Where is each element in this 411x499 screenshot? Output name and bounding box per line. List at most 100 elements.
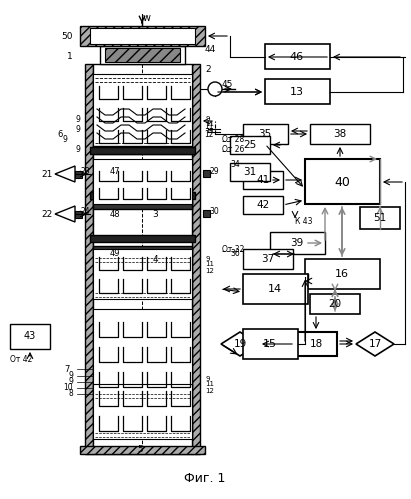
FancyBboxPatch shape bbox=[80, 446, 205, 454]
Text: 34: 34 bbox=[230, 160, 240, 169]
Text: 9: 9 bbox=[68, 378, 73, 387]
Text: 7: 7 bbox=[65, 364, 70, 373]
FancyBboxPatch shape bbox=[305, 259, 380, 289]
Text: 25: 25 bbox=[243, 140, 256, 150]
Text: 16: 16 bbox=[335, 269, 349, 279]
Text: 49: 49 bbox=[110, 250, 120, 258]
FancyBboxPatch shape bbox=[80, 26, 205, 46]
Text: 11: 11 bbox=[205, 381, 214, 387]
FancyBboxPatch shape bbox=[243, 124, 288, 144]
FancyBboxPatch shape bbox=[265, 44, 330, 69]
Text: 24: 24 bbox=[80, 207, 90, 216]
Text: 8: 8 bbox=[68, 390, 73, 399]
FancyBboxPatch shape bbox=[243, 249, 293, 269]
Text: От 42: От 42 bbox=[10, 354, 32, 363]
Text: 15: 15 bbox=[263, 339, 277, 349]
Text: 11: 11 bbox=[205, 121, 214, 127]
Text: 9: 9 bbox=[68, 371, 73, 381]
FancyBboxPatch shape bbox=[93, 201, 192, 209]
Text: 38: 38 bbox=[333, 129, 346, 139]
FancyBboxPatch shape bbox=[360, 207, 400, 229]
Text: 48: 48 bbox=[110, 210, 120, 219]
FancyBboxPatch shape bbox=[105, 48, 180, 62]
Text: 3: 3 bbox=[152, 210, 158, 219]
Polygon shape bbox=[221, 332, 259, 356]
Text: 18: 18 bbox=[309, 339, 323, 349]
Text: 5: 5 bbox=[137, 445, 143, 454]
FancyBboxPatch shape bbox=[270, 232, 325, 254]
Text: 12: 12 bbox=[205, 128, 214, 134]
FancyBboxPatch shape bbox=[243, 274, 308, 304]
Text: 9: 9 bbox=[205, 116, 210, 122]
Text: 43: 43 bbox=[24, 331, 36, 341]
FancyBboxPatch shape bbox=[93, 159, 192, 204]
FancyBboxPatch shape bbox=[93, 64, 192, 454]
Text: 31: 31 bbox=[243, 167, 256, 177]
Text: 17: 17 bbox=[368, 339, 382, 349]
Text: 2: 2 bbox=[205, 64, 210, 73]
FancyBboxPatch shape bbox=[243, 196, 283, 214]
Text: 21: 21 bbox=[42, 170, 53, 179]
Text: От 26: От 26 bbox=[222, 145, 245, 154]
Text: 4: 4 bbox=[152, 254, 158, 263]
FancyBboxPatch shape bbox=[230, 136, 270, 154]
FancyBboxPatch shape bbox=[93, 309, 192, 394]
Text: 11: 11 bbox=[204, 121, 213, 131]
Text: 13: 13 bbox=[290, 87, 304, 97]
Text: 41: 41 bbox=[256, 175, 270, 185]
FancyBboxPatch shape bbox=[93, 74, 192, 149]
Text: 10: 10 bbox=[63, 384, 73, 393]
Text: 9: 9 bbox=[75, 114, 80, 123]
Text: 39: 39 bbox=[291, 238, 304, 248]
Text: 40: 40 bbox=[334, 176, 350, 189]
FancyBboxPatch shape bbox=[203, 210, 210, 217]
Text: 37: 37 bbox=[261, 254, 275, 264]
Text: 22: 22 bbox=[42, 210, 53, 219]
Text: 9: 9 bbox=[205, 376, 210, 382]
Text: 45: 45 bbox=[221, 79, 233, 88]
Text: 50: 50 bbox=[62, 31, 73, 40]
FancyBboxPatch shape bbox=[100, 46, 185, 64]
Text: 9: 9 bbox=[75, 145, 80, 154]
FancyBboxPatch shape bbox=[295, 332, 337, 356]
Text: Фиг. 1: Фиг. 1 bbox=[184, 473, 226, 486]
Text: 19: 19 bbox=[233, 339, 247, 349]
FancyBboxPatch shape bbox=[85, 64, 93, 454]
Text: От 32: От 32 bbox=[222, 245, 245, 253]
FancyBboxPatch shape bbox=[75, 211, 82, 218]
Text: От 28: От 28 bbox=[222, 135, 244, 144]
FancyBboxPatch shape bbox=[305, 159, 380, 204]
FancyBboxPatch shape bbox=[90, 147, 195, 154]
FancyBboxPatch shape bbox=[90, 192, 195, 199]
FancyBboxPatch shape bbox=[10, 324, 50, 349]
FancyBboxPatch shape bbox=[265, 79, 330, 104]
Text: 36: 36 bbox=[230, 250, 240, 258]
FancyBboxPatch shape bbox=[243, 329, 298, 359]
FancyBboxPatch shape bbox=[192, 64, 200, 454]
Text: 42: 42 bbox=[256, 200, 270, 210]
Text: 6: 6 bbox=[58, 130, 63, 139]
Text: 9: 9 bbox=[205, 256, 210, 262]
FancyBboxPatch shape bbox=[93, 384, 192, 439]
FancyBboxPatch shape bbox=[93, 246, 192, 254]
Text: 35: 35 bbox=[259, 129, 272, 139]
Polygon shape bbox=[55, 206, 75, 222]
Text: 14: 14 bbox=[268, 284, 282, 294]
Text: 46: 46 bbox=[290, 52, 304, 62]
Text: 30: 30 bbox=[209, 207, 219, 216]
FancyBboxPatch shape bbox=[90, 235, 195, 242]
Polygon shape bbox=[356, 332, 394, 356]
Text: 1: 1 bbox=[67, 51, 73, 60]
Text: 12: 12 bbox=[205, 388, 214, 394]
Text: 47: 47 bbox=[110, 167, 120, 176]
FancyBboxPatch shape bbox=[310, 124, 370, 144]
FancyBboxPatch shape bbox=[93, 146, 192, 154]
FancyBboxPatch shape bbox=[243, 171, 283, 189]
Text: К 43: К 43 bbox=[295, 217, 312, 226]
FancyBboxPatch shape bbox=[90, 28, 195, 44]
Text: 12: 12 bbox=[205, 268, 214, 274]
FancyBboxPatch shape bbox=[230, 163, 270, 181]
Text: 20: 20 bbox=[328, 299, 342, 309]
Text: 9: 9 bbox=[62, 135, 67, 144]
Circle shape bbox=[208, 82, 222, 96]
